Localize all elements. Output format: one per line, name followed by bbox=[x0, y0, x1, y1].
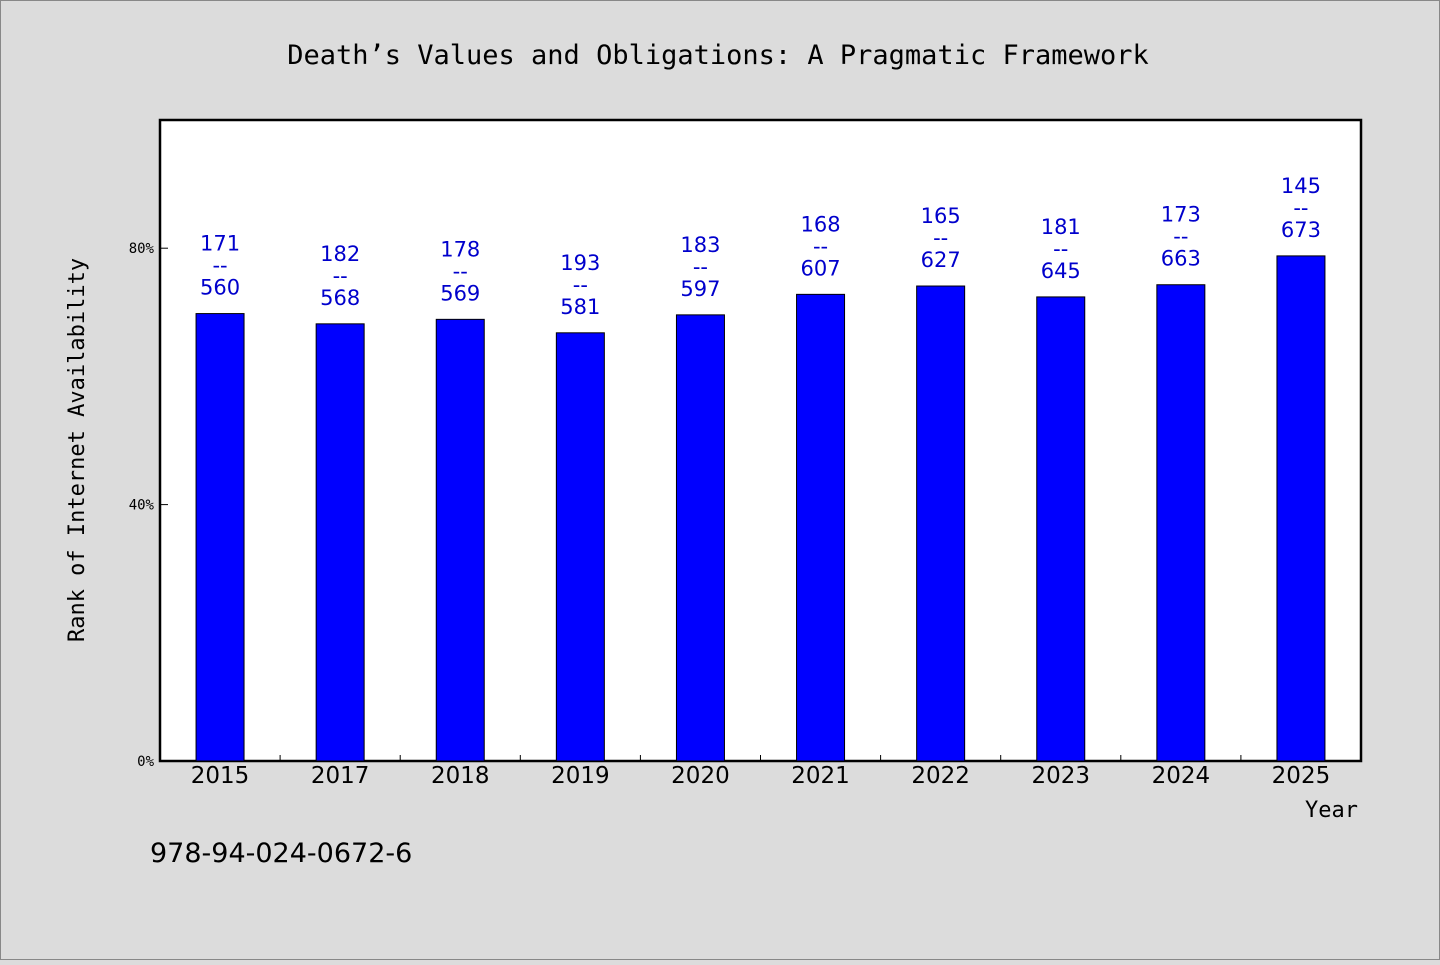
data-label-bottom-2021: 607 bbox=[801, 256, 841, 280]
x-tick-label-2024: 2024 bbox=[1152, 763, 1211, 789]
x-tick-label-2025: 2025 bbox=[1272, 763, 1331, 789]
data-label-top-2024: 173 bbox=[1161, 203, 1201, 227]
data-label-sep-2020: -- bbox=[693, 255, 708, 279]
x-tick-label-2021: 2021 bbox=[791, 763, 850, 789]
bar-2020 bbox=[675, 314, 725, 762]
data-label-bottom-2022: 627 bbox=[921, 248, 961, 272]
data-label-sep-2018: -- bbox=[453, 259, 468, 283]
data-label-top-2022: 165 bbox=[921, 204, 961, 228]
bar-2023 bbox=[1036, 296, 1086, 762]
data-label-top-2019: 193 bbox=[560, 251, 600, 275]
x-tick-label-2022: 2022 bbox=[911, 763, 970, 789]
data-label-bottom-2023: 645 bbox=[1041, 259, 1081, 283]
bar-2022 bbox=[916, 285, 966, 762]
data-label-top-2020: 183 bbox=[680, 233, 720, 257]
y-tick-label-0pct: 0% bbox=[137, 754, 154, 770]
y-tick-label-40pct: 40% bbox=[129, 498, 155, 514]
bar-2025 bbox=[1276, 255, 1326, 762]
data-label-bottom-2019: 581 bbox=[560, 295, 600, 319]
x-tick-label-2019: 2019 bbox=[551, 763, 610, 789]
data-label-bottom-2018: 569 bbox=[440, 281, 480, 305]
data-label-top-2021: 168 bbox=[801, 212, 841, 236]
bar-2021 bbox=[796, 293, 846, 762]
data-label-bottom-2017: 568 bbox=[320, 286, 360, 310]
data-label-top-2017: 182 bbox=[320, 242, 360, 266]
y-axis-ticks: 0% 40% 80% bbox=[129, 241, 168, 770]
y-axis-label: Rank of Internet Availability bbox=[65, 258, 90, 642]
data-label-bottom-2024: 663 bbox=[1161, 247, 1201, 271]
data-label-top-2018: 178 bbox=[440, 237, 480, 261]
data-label-sep-2025: -- bbox=[1293, 196, 1308, 220]
data-label-sep-2022: -- bbox=[933, 226, 948, 250]
bar-2018 bbox=[435, 318, 485, 762]
x-axis-ticks: 2015 2017 2018 2019 2020 2021 2022 2023 2024 2025 bbox=[191, 755, 1330, 789]
data-label-bottom-2015: 560 bbox=[200, 276, 240, 300]
chart-title: Death’s Values and Obligations: A Pragma… bbox=[287, 40, 1149, 71]
data-label-bottom-2020: 597 bbox=[680, 277, 720, 301]
x-tick-label-2017: 2017 bbox=[311, 763, 370, 789]
data-label-top-2025: 145 bbox=[1281, 174, 1321, 198]
data-label-bottom-2025: 673 bbox=[1281, 218, 1321, 242]
bar-2015 bbox=[195, 313, 245, 762]
data-label-sep-2015: -- bbox=[212, 254, 227, 278]
data-label-sep-2017: -- bbox=[333, 264, 348, 288]
data-label-sep-2021: -- bbox=[813, 234, 828, 258]
data-label-sep-2019: -- bbox=[573, 273, 588, 297]
y-tick-label-80pct: 80% bbox=[129, 241, 155, 257]
bar-2017 bbox=[315, 323, 365, 762]
bar-group bbox=[195, 255, 1326, 762]
data-label-top-2015: 171 bbox=[200, 232, 240, 256]
data-labels: 171--560182--568178--569193--581183--597… bbox=[200, 174, 1321, 319]
bar-2019 bbox=[555, 332, 605, 762]
x-tick-label-2015: 2015 bbox=[191, 763, 250, 789]
isbn-text: 978-94-024-0672-6 bbox=[150, 838, 412, 869]
x-tick-label-2020: 2020 bbox=[671, 763, 730, 789]
data-label-sep-2024: -- bbox=[1173, 225, 1188, 249]
x-axis-label: Year bbox=[1305, 798, 1358, 823]
x-tick-label-2023: 2023 bbox=[1031, 763, 1090, 789]
x-tick-label-2018: 2018 bbox=[431, 763, 490, 789]
data-label-top-2023: 181 bbox=[1041, 215, 1081, 239]
data-label-sep-2023: -- bbox=[1053, 237, 1068, 261]
bar-2024 bbox=[1156, 284, 1206, 762]
